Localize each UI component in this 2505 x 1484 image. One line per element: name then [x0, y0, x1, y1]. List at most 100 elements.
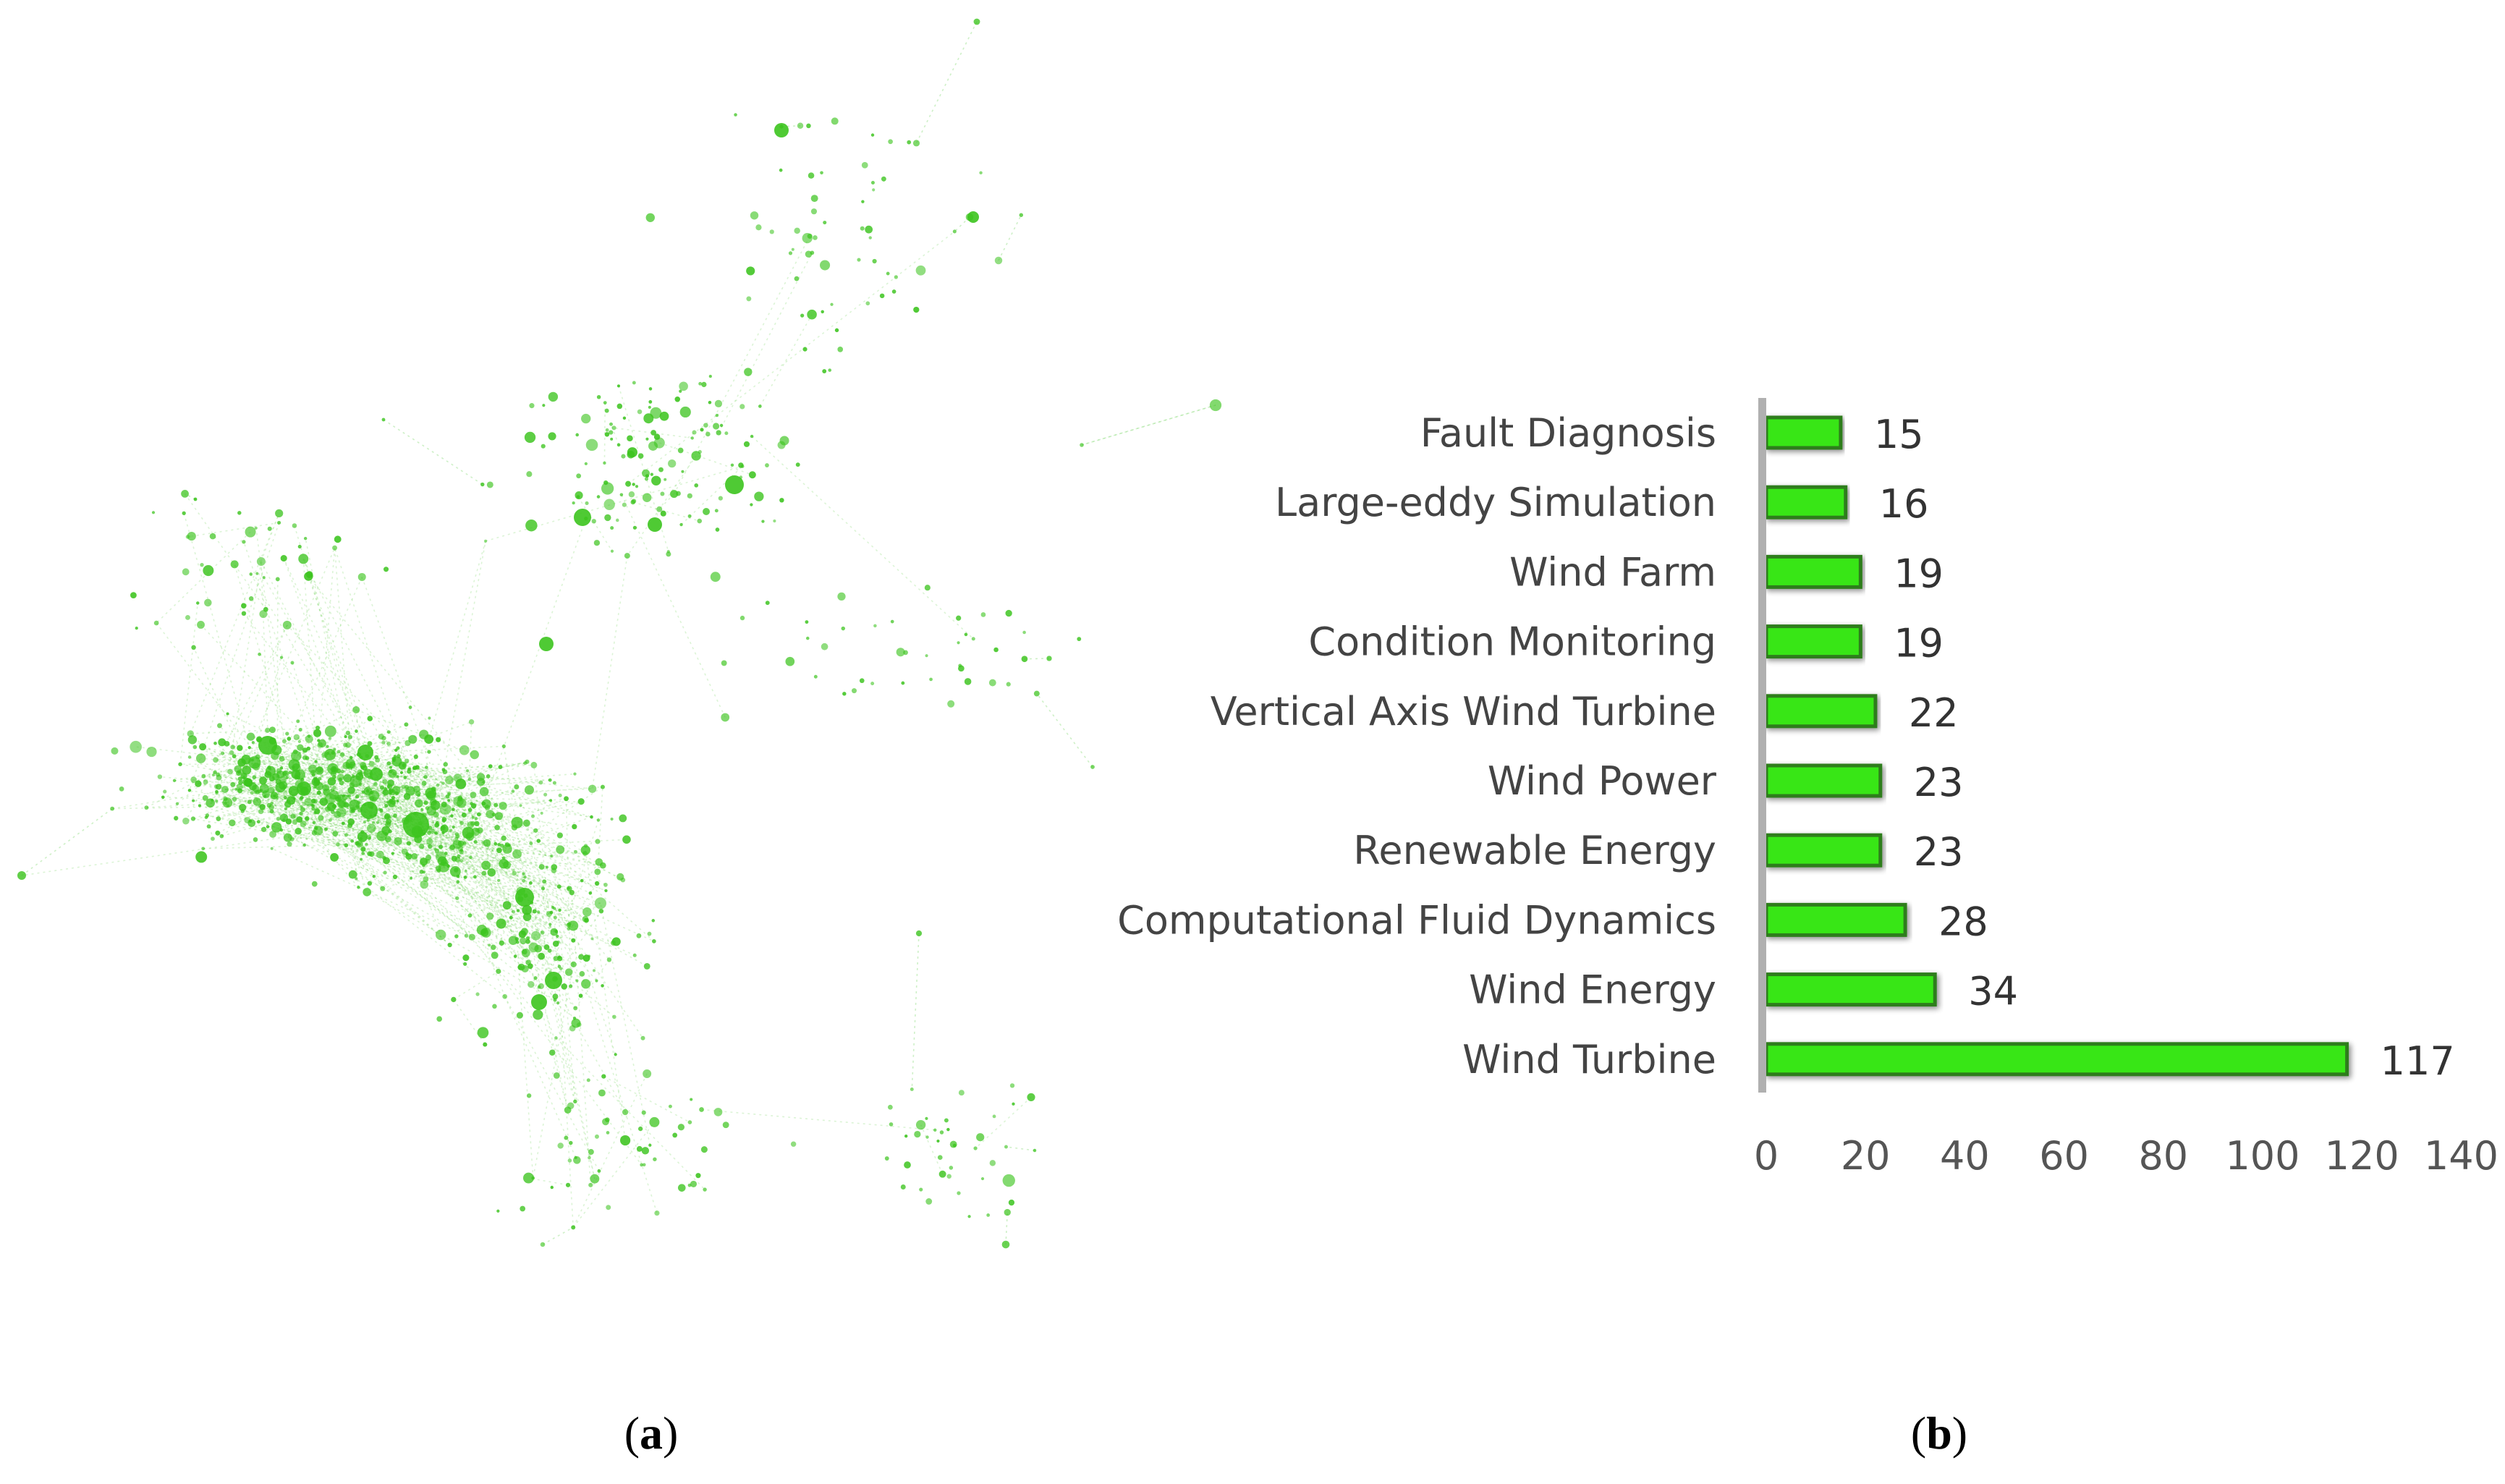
network-node [710, 572, 721, 582]
network-node [552, 993, 559, 1000]
network-node [229, 750, 234, 755]
network-node [525, 785, 535, 795]
network-node [557, 1142, 564, 1149]
network-node [610, 818, 614, 821]
network-node [241, 611, 247, 616]
network-node [1004, 1145, 1008, 1149]
network-node [739, 404, 745, 410]
network-node [452, 807, 455, 812]
network-node [347, 786, 355, 794]
network-node [352, 705, 360, 714]
network-node [992, 1114, 996, 1119]
network-nodes [17, 18, 1222, 1249]
keyword-network [17, 18, 1222, 1249]
network-node [253, 837, 258, 842]
network-edge [347, 766, 522, 892]
network-node [620, 877, 626, 883]
network-edge [440, 847, 457, 872]
network-node [459, 859, 464, 863]
network-node [1209, 399, 1222, 412]
network-node [1077, 637, 1082, 642]
network-edge [444, 771, 503, 847]
network-node [522, 872, 525, 875]
network-node [724, 431, 729, 436]
network-node [715, 413, 719, 417]
network-node [677, 1184, 686, 1192]
network-node [946, 1127, 950, 1132]
network-node [401, 848, 408, 855]
network-node [648, 405, 651, 409]
network-node [200, 562, 204, 567]
network-node [989, 1160, 996, 1166]
network-node [185, 615, 190, 620]
network-node [557, 956, 563, 962]
network-node [449, 828, 453, 832]
network-node [216, 816, 221, 821]
network-edge [486, 842, 525, 952]
network-edge [355, 878, 506, 997]
network-node [371, 797, 377, 802]
network-node [879, 293, 885, 299]
network-node [915, 1119, 926, 1130]
network-node [230, 745, 235, 750]
network-node [290, 750, 302, 762]
network-node [528, 881, 533, 885]
network-node [496, 847, 502, 854]
x-tick-0: 0 [1754, 1133, 1779, 1179]
network-edge [271, 789, 372, 829]
network-node [251, 740, 255, 745]
network-node [420, 807, 424, 812]
network-node [632, 525, 637, 530]
network-node [366, 818, 370, 822]
network-node [288, 771, 292, 774]
network-node [523, 875, 527, 879]
network-node [865, 301, 870, 306]
value-label-large-eddy-simulation: 16 [1879, 481, 1929, 527]
network-edge [532, 964, 575, 1179]
network-node [203, 565, 214, 577]
network-node [277, 520, 281, 525]
network-node [226, 804, 229, 807]
network-edge [283, 558, 369, 792]
network-edge [283, 558, 394, 802]
network-node [761, 520, 765, 523]
network-node [332, 785, 336, 789]
network-node [327, 763, 339, 775]
network-node [861, 161, 868, 169]
network-edge [281, 813, 479, 831]
network-node [285, 732, 289, 736]
network-node [647, 931, 652, 936]
network-node [470, 802, 473, 805]
network-edge [600, 903, 651, 1145]
network-node [641, 1110, 646, 1115]
network-node [597, 1169, 601, 1173]
network-node [501, 744, 506, 748]
network-edge [483, 841, 555, 933]
network-node [279, 656, 284, 659]
network-edge [343, 823, 504, 865]
network-node [302, 747, 308, 753]
network-node [386, 741, 391, 746]
network-node [491, 944, 496, 950]
network-edge [381, 787, 385, 859]
network-edge [408, 842, 500, 852]
network-edge [538, 912, 595, 1179]
network-node [263, 606, 268, 612]
network-edge [301, 758, 308, 798]
network-node [300, 821, 307, 828]
network-node [234, 787, 238, 791]
network-node [287, 737, 292, 741]
network-node [221, 786, 229, 794]
network-node [604, 514, 611, 522]
network-edge [373, 799, 444, 822]
network-node [420, 880, 429, 889]
network-node [957, 641, 960, 645]
network-node [569, 1140, 573, 1145]
network-node [588, 1182, 593, 1187]
network-node [271, 822, 282, 833]
network-node [241, 603, 247, 609]
network-node [497, 878, 501, 882]
panel-a-open: ( [624, 1407, 640, 1459]
network-edge [363, 805, 474, 855]
network-node [410, 876, 413, 880]
